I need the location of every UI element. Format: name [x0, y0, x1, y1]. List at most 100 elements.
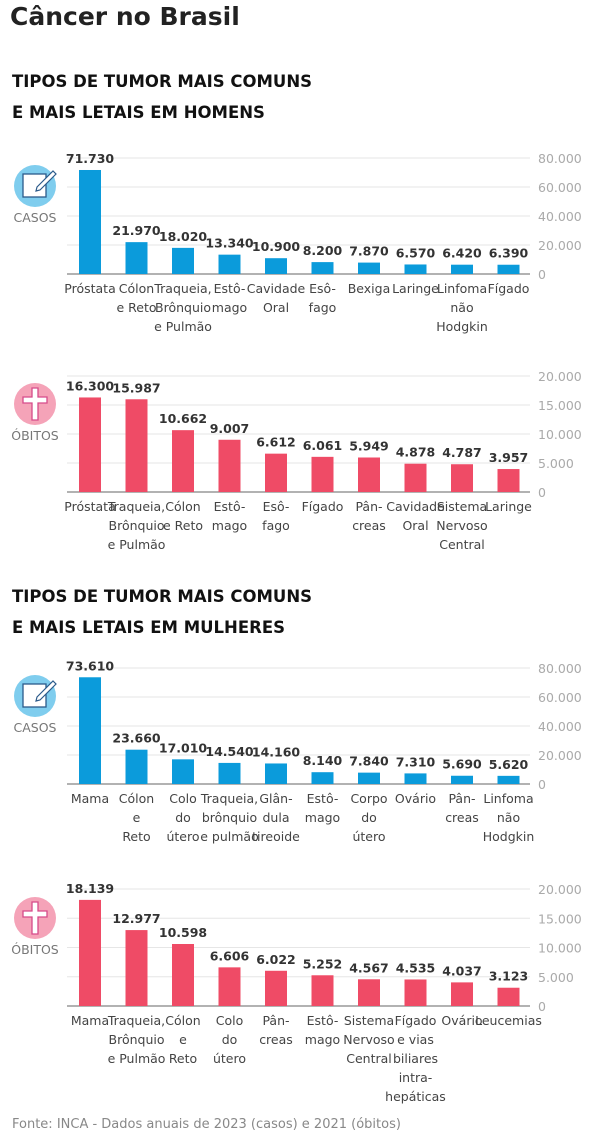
bar — [79, 677, 101, 784]
series-label: CASOS — [14, 210, 57, 225]
category-label: Pân- — [448, 791, 475, 806]
y-tick-label: 20.000 — [538, 748, 582, 763]
y-tick-label: 20.000 — [538, 238, 582, 253]
category-label: Mama — [71, 791, 109, 806]
category-label: intra- — [399, 1070, 433, 1085]
y-tick-label: 10.000 — [538, 427, 582, 442]
bar — [497, 987, 520, 1006]
data-label: 6.022 — [256, 952, 296, 967]
bar — [311, 262, 334, 274]
notepad-pencil-icon — [14, 675, 57, 717]
bar — [497, 469, 520, 492]
category-label: Ovário — [441, 1013, 482, 1028]
category-label: Próstata — [64, 281, 115, 296]
category-label: Colo — [169, 791, 197, 806]
bar — [451, 775, 473, 784]
category-label: Hodgkin — [483, 829, 535, 844]
category-label: Cavidade — [247, 281, 306, 296]
data-label: 6.612 — [256, 435, 296, 450]
y-tick-label: 5.000 — [538, 970, 574, 985]
category-label: do — [222, 1032, 238, 1047]
category-label: Pân- — [262, 1013, 289, 1028]
data-label: 12.977 — [112, 911, 160, 926]
heading-line: E MAIS LETAIS EM HOMENS — [12, 103, 265, 122]
category-label: e Pulmão — [154, 319, 212, 334]
data-label: 73.610 — [66, 658, 115, 673]
category-label: Glân- — [259, 791, 292, 806]
series-label: ÓBITOS — [11, 428, 59, 443]
bar — [358, 262, 380, 274]
bar — [218, 967, 241, 1006]
bar — [451, 464, 473, 492]
bar — [218, 254, 241, 274]
bar — [172, 944, 194, 1006]
data-label: 6.570 — [396, 245, 436, 260]
category-label: creas — [445, 810, 479, 825]
section-heading-women: TIPOS DE TUMOR MAIS COMUNS E MAIS LETAIS … — [12, 581, 312, 643]
heading-line: TIPOS DE TUMOR MAIS COMUNS — [12, 587, 313, 606]
category-label: Corpo — [350, 791, 387, 806]
category-label: útero — [352, 829, 385, 844]
bar — [172, 759, 194, 784]
category-label: e Pulmão — [108, 537, 166, 552]
bar — [404, 773, 427, 784]
bar — [311, 975, 334, 1006]
y-tick-label: 40.000 — [538, 719, 582, 734]
category-label: Central — [346, 1051, 392, 1066]
series-label: CASOS — [14, 720, 57, 735]
category-label: Cólon — [119, 281, 154, 296]
category-label: e Reto — [116, 300, 156, 315]
category-label: e Pulmão — [108, 1051, 166, 1066]
category-label: Nervoso — [436, 518, 487, 533]
section-heading-men: TIPOS DE TUMOR MAIS COMUNS E MAIS LETAIS … — [12, 66, 312, 128]
data-label: 14.160 — [252, 744, 301, 759]
bar — [125, 749, 148, 784]
category-label: Colo — [216, 1013, 244, 1028]
notepad-pencil-icon — [14, 165, 57, 207]
category-label: creas — [352, 518, 386, 533]
bar — [218, 762, 241, 784]
data-label: 18.020 — [159, 229, 208, 244]
data-label: 6.390 — [489, 246, 529, 261]
data-label: 10.662 — [159, 411, 207, 426]
bar — [311, 772, 334, 784]
bar — [265, 763, 287, 784]
category-label: Oral — [263, 300, 289, 315]
category-label: e vias — [397, 1032, 434, 1047]
data-label: 14.540 — [205, 744, 254, 759]
category-label: Pân- — [355, 499, 382, 514]
bar — [79, 169, 101, 274]
data-label: 8.200 — [303, 243, 343, 258]
bar — [172, 430, 194, 492]
bar — [404, 463, 427, 492]
data-label: 3.957 — [489, 450, 529, 465]
category-label: creas — [259, 1032, 293, 1047]
data-label: 4.567 — [349, 960, 389, 975]
data-label: 6.606 — [210, 948, 250, 963]
category-label: Traqueia, — [200, 791, 258, 806]
bar — [497, 264, 520, 274]
y-tick-label: 10.000 — [538, 941, 582, 956]
category-label: útero — [213, 1051, 246, 1066]
category-label: mago — [305, 810, 340, 825]
category-label: Brônquio — [109, 518, 165, 533]
bar — [125, 242, 148, 274]
category-label: Linfoma — [483, 791, 533, 806]
data-label: 7.840 — [349, 754, 389, 769]
data-label: 5.690 — [442, 757, 482, 772]
category-label: Próstata — [64, 499, 115, 514]
category-label: biliares — [393, 1051, 438, 1066]
category-label: Nervoso — [343, 1032, 394, 1047]
data-label: 4.535 — [396, 960, 436, 975]
y-tick-label: 20.000 — [538, 369, 582, 384]
category-label: Sistema — [344, 1013, 394, 1028]
bar — [451, 264, 473, 274]
category-label: Ovário — [395, 791, 436, 806]
bar — [79, 899, 101, 1006]
cross-icon — [14, 383, 56, 425]
category-label: Estô- — [307, 791, 339, 806]
data-label: 8.140 — [303, 753, 343, 768]
bar — [358, 979, 380, 1006]
category-label: útero — [166, 829, 199, 844]
